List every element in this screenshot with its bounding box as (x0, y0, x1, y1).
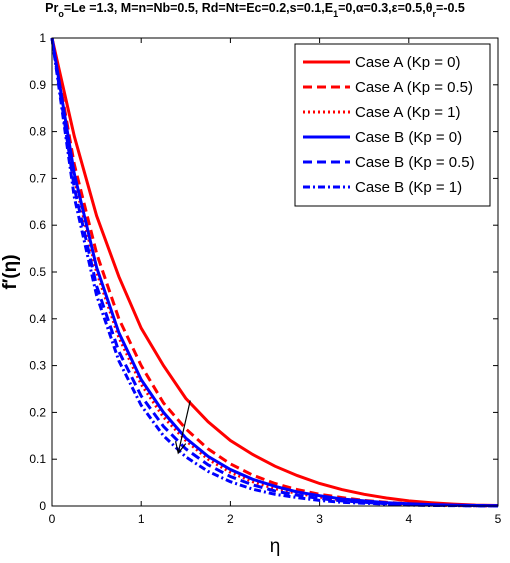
series-line-6 (50, 37, 499, 508)
y-tick-label: 0.1 (29, 452, 46, 466)
legend: Case A (Kp = 0) Case A (Kp = 0.5) Case A (… (294, 43, 491, 207)
y-tick-label: 1 (39, 31, 46, 45)
arrow-line (177, 400, 191, 454)
x-tick-label: 2 (227, 512, 234, 526)
y-axis-label: f′(η) (0, 254, 21, 289)
series-lines (50, 37, 499, 508)
series-line-1 (50, 37, 499, 507)
legend-label-3: Case A (Kp = 1) (355, 104, 460, 121)
legend-label-6: Case B (Kp = 1) (355, 179, 462, 196)
legend-label-1: Case A (Kp = 0) (355, 54, 460, 71)
y-tick-label: 0.7 (29, 171, 46, 185)
title-segment: o (58, 9, 64, 19)
y-tick-label: 0.6 (29, 218, 46, 232)
y-tick-label: 0.2 (29, 405, 46, 419)
legend-label-4: Case B (Kp = 0) (355, 129, 462, 146)
plot-frame (51, 37, 499, 507)
title-segment: =-0.5 (436, 1, 465, 15)
x-tick-label: 3 (316, 512, 323, 526)
title-segment: 1 (333, 9, 338, 19)
x-tick-label: 0 (49, 512, 56, 526)
title-segment: r (433, 9, 437, 19)
trend-arrow (174, 400, 191, 455)
arrow-head (174, 441, 187, 455)
legend-label-5: Case B (Kp = 0.5) (355, 154, 475, 171)
y-tick-label: 0.3 (29, 359, 46, 373)
x-axis-label: η (270, 536, 281, 557)
legend-label-2: Case A (Kp = 0.5) (355, 79, 473, 96)
y-axis-ticks: 0 0.1 0.2 0.3 0.4 0.5 0.6 0.7 0.8 0.9 1 (29, 31, 498, 513)
y-tick-label: 0.9 (29, 78, 46, 92)
y-tick-label: 0.8 (29, 125, 46, 139)
title-segment: =Le =1.3, M=n=Nb=0.5, Rd=Nt=Ec=0.2,s=0.1… (64, 1, 333, 15)
legend-box (294, 43, 491, 207)
title-segment: =0,α=0.3,ε=0.5,θ (338, 1, 433, 15)
title-segment: Pr (45, 1, 58, 15)
y-tick-label: 0.4 (29, 312, 46, 326)
chart-title: Pro=Le =1.3, M=n=Nb=0.5, Rd=Nt=Ec=0.2,s=… (45, 1, 465, 19)
y-tick-label: 0.5 (29, 265, 46, 279)
x-tick-label: 1 (138, 512, 145, 526)
y-tick-label: 0 (39, 499, 46, 513)
x-tick-label: 4 (405, 512, 412, 526)
x-tick-label: 5 (495, 512, 502, 526)
